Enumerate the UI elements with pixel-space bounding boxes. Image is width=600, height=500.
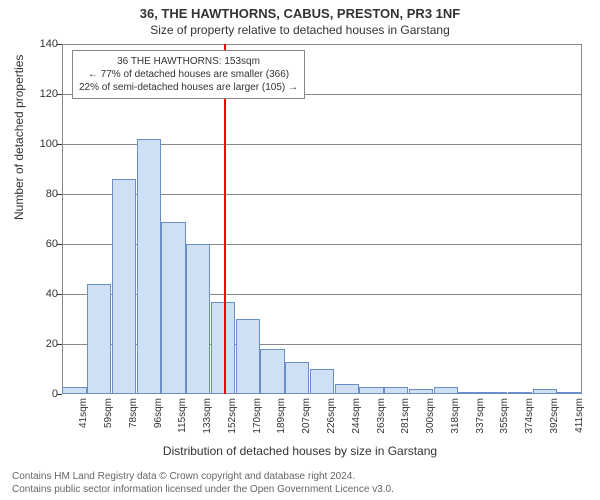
annotation-box: 36 THE HAWTHORNS: 153sqm← 77% of detache… bbox=[72, 50, 305, 99]
xtick-label: 226sqm bbox=[326, 398, 337, 434]
chart-title: 36, THE HAWTHORNS, CABUS, PRESTON, PR3 1… bbox=[0, 6, 600, 21]
attribution-line2: Contains public sector information licen… bbox=[12, 483, 394, 496]
ytick-label: 100 bbox=[28, 138, 58, 150]
histogram-bar bbox=[137, 139, 161, 394]
chart-subtitle: Size of property relative to detached ho… bbox=[0, 23, 600, 37]
histogram-bar bbox=[112, 179, 136, 394]
histogram-bar bbox=[335, 384, 359, 394]
xtick-label: 115sqm bbox=[177, 398, 188, 433]
xtick-label: 337sqm bbox=[475, 398, 486, 434]
histogram-bar bbox=[211, 302, 235, 395]
xtick-label: 300sqm bbox=[425, 398, 436, 434]
xtick-label: 133sqm bbox=[202, 398, 213, 434]
histogram-bar bbox=[409, 389, 433, 394]
xtick-label: 78sqm bbox=[128, 398, 139, 428]
histogram-bar bbox=[161, 222, 185, 395]
xtick-label: 59sqm bbox=[103, 398, 114, 428]
histogram-bar bbox=[62, 387, 86, 395]
xtick-label: 170sqm bbox=[252, 398, 263, 434]
histogram-bar bbox=[285, 362, 309, 395]
histogram-bar bbox=[508, 392, 532, 394]
xtick-label: 281sqm bbox=[400, 398, 411, 434]
xtick-label: 41sqm bbox=[78, 398, 89, 428]
ytick-label: 120 bbox=[28, 88, 58, 100]
xtick-label: 207sqm bbox=[301, 398, 312, 434]
xtick-label: 374sqm bbox=[524, 398, 535, 434]
ytick-label: 80 bbox=[28, 188, 58, 200]
histogram-bar bbox=[260, 349, 284, 394]
ytick-label: 40 bbox=[28, 288, 58, 300]
xtick-label: 392sqm bbox=[549, 398, 560, 434]
xtick-label: 263sqm bbox=[376, 398, 387, 434]
annotation-line: 36 THE HAWTHORNS: 153sqm bbox=[79, 55, 298, 68]
xtick-label: 411sqm bbox=[574, 398, 585, 433]
histogram-bar bbox=[533, 389, 557, 394]
histogram-bar bbox=[483, 392, 507, 394]
histogram-bar bbox=[359, 387, 383, 395]
xtick-label: 96sqm bbox=[153, 398, 164, 428]
ytick-label: 140 bbox=[28, 38, 58, 50]
attribution-text: Contains HM Land Registry data © Crown c… bbox=[12, 470, 394, 496]
xtick-label: 152sqm bbox=[227, 398, 238, 434]
ytick-label: 60 bbox=[28, 238, 58, 250]
histogram-bar bbox=[87, 284, 111, 394]
x-axis-label: Distribution of detached houses by size … bbox=[0, 444, 600, 458]
ytick-label: 20 bbox=[28, 338, 58, 350]
annotation-line: 22% of semi-detached houses are larger (… bbox=[79, 81, 298, 94]
xtick-label: 355sqm bbox=[499, 398, 510, 434]
histogram-bar bbox=[434, 387, 458, 395]
histogram-bar bbox=[186, 244, 210, 394]
histogram-bar bbox=[384, 387, 408, 395]
y-axis-label: Number of detached properties bbox=[12, 55, 26, 220]
ytick-label: 0 bbox=[28, 388, 58, 400]
xtick-label: 189sqm bbox=[276, 398, 287, 434]
chart-container: 36, THE HAWTHORNS, CABUS, PRESTON, PR3 1… bbox=[0, 0, 600, 500]
histogram-bar bbox=[557, 392, 581, 395]
xtick-label: 244sqm bbox=[351, 398, 362, 434]
histogram-bar bbox=[458, 392, 482, 394]
annotation-line: ← 77% of detached houses are smaller (36… bbox=[79, 68, 298, 81]
histogram-bar bbox=[310, 369, 334, 394]
histogram-bar bbox=[236, 319, 260, 394]
attribution-line1: Contains HM Land Registry data © Crown c… bbox=[12, 470, 394, 483]
xtick-label: 318sqm bbox=[450, 398, 461, 434]
